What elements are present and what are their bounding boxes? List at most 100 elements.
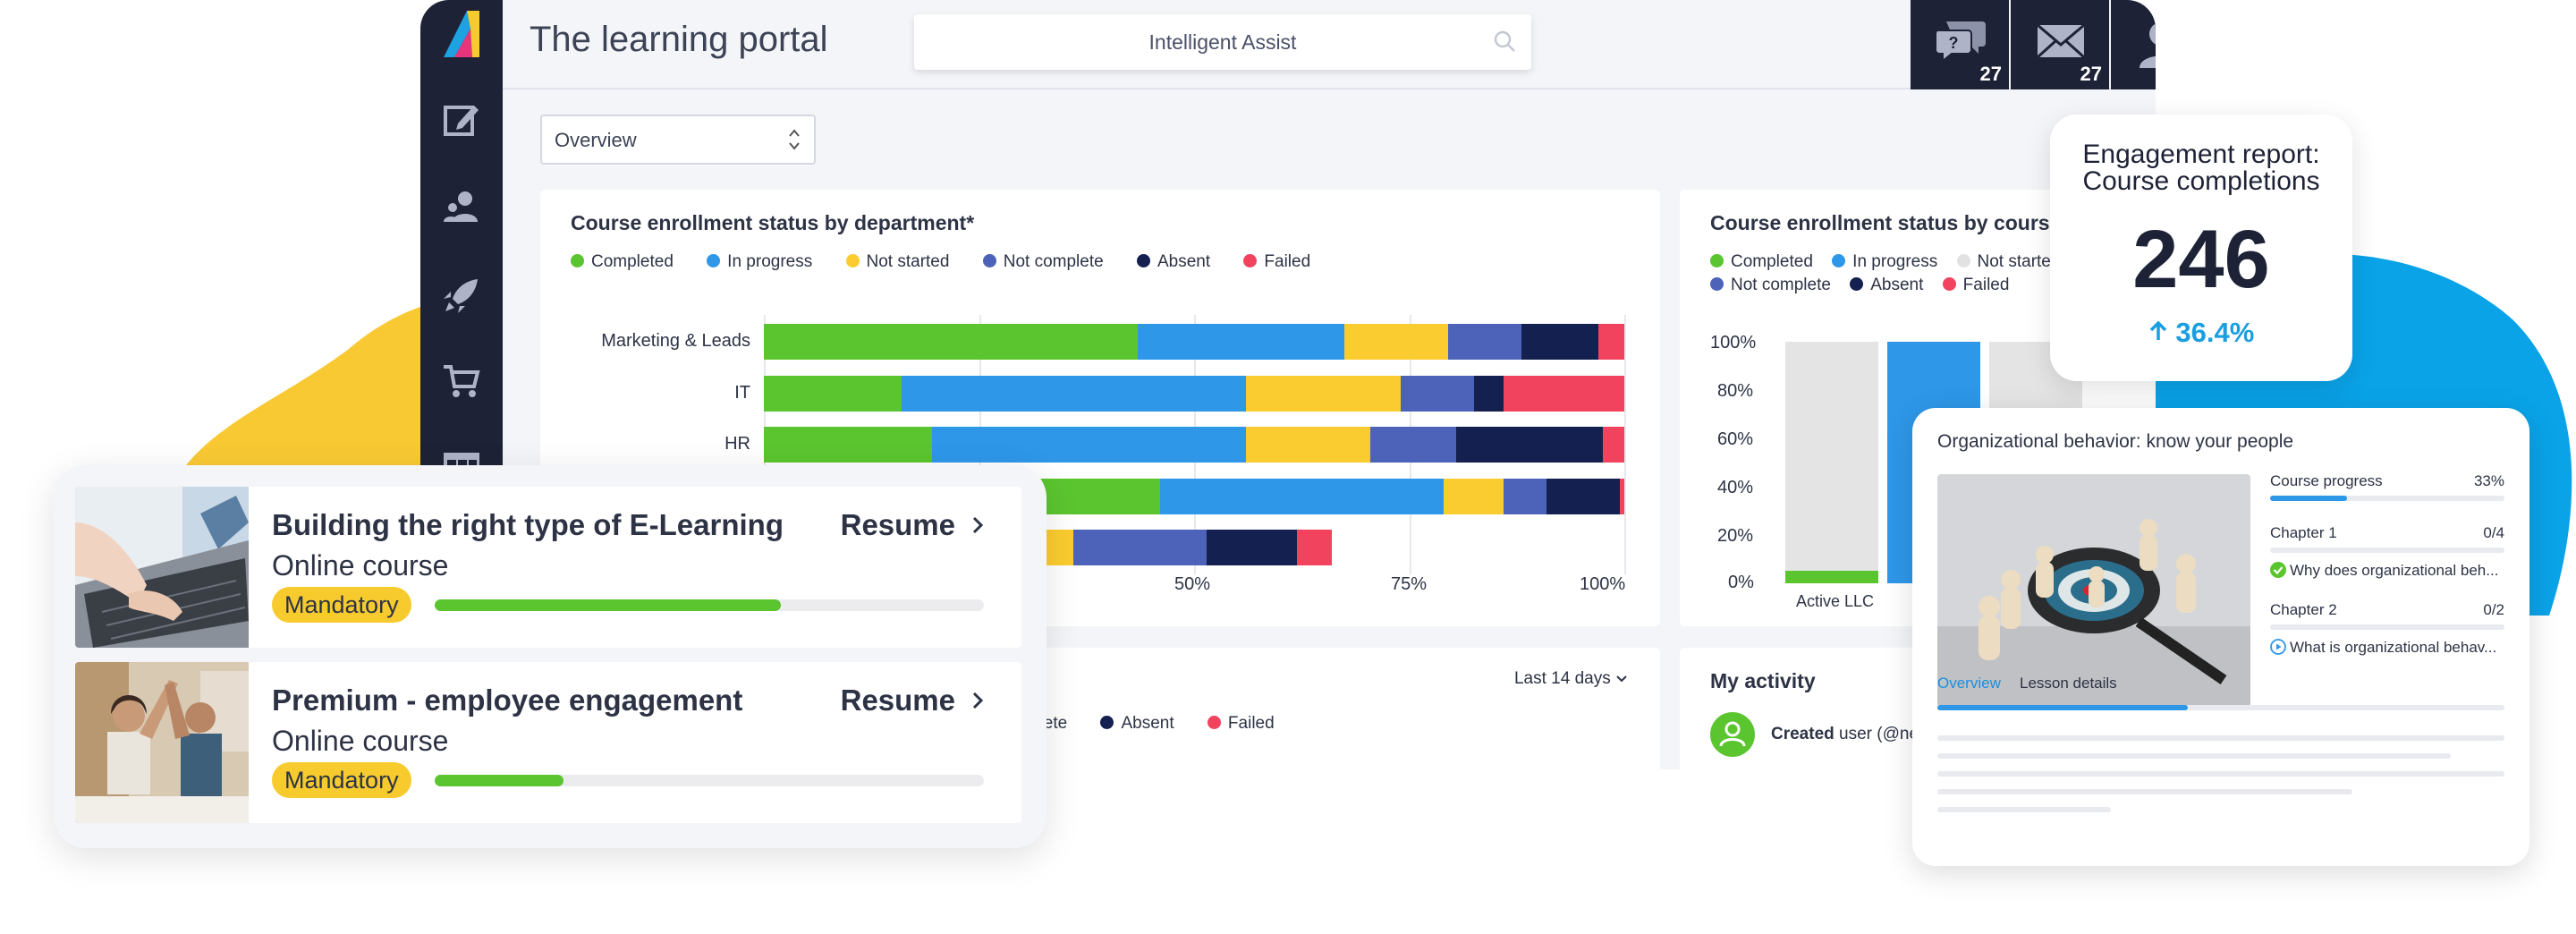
- bar-not-started: [1785, 342, 1878, 583]
- bar-segment-in-progress[interactable]: [931, 427, 1246, 463]
- course-name[interactable]: Building the right type of E-Learning: [272, 508, 784, 541]
- chapter-2-row[interactable]: Chapter 2 0/2: [2270, 601, 2504, 619]
- tab-active-indicator: [1937, 705, 2188, 710]
- date-range-label: Last 14 days: [1513, 669, 1611, 688]
- legend-label: Absent: [1121, 714, 1174, 733]
- legend-failed: Failed: [1243, 252, 1310, 272]
- app-logo[interactable]: [436, 5, 487, 63]
- legend-label: Not started: [1977, 252, 2061, 271]
- legend-in-progress: In progress: [707, 252, 812, 272]
- page-title: The learning portal: [530, 20, 828, 59]
- legend-label: Failed: [1227, 714, 1275, 733]
- course-item[interactable]: Premium - employee engagement Online cou…: [75, 662, 1021, 823]
- resume-button[interactable]: Resume: [841, 508, 984, 542]
- bar-segment-not-started[interactable]: [1443, 478, 1504, 514]
- y-tick: 60%: [1717, 429, 1754, 449]
- bar-segment-not-complete[interactable]: [1400, 375, 1474, 412]
- course-progress-fill: [435, 599, 781, 611]
- chevron-right-icon: [972, 692, 984, 709]
- course-item[interactable]: Building the right type of E-Learning On…: [75, 487, 1021, 648]
- legend-dot: [571, 254, 584, 267]
- course-detail-card: Organizational behavior: know your peopl…: [1912, 408, 2529, 866]
- legend-failed: Failed: [1942, 276, 2009, 295]
- bar-segment-not-started[interactable]: [1245, 427, 1371, 463]
- bar-segment-failed[interactable]: [1602, 427, 1624, 463]
- bar-segment-absent[interactable]: [1473, 375, 1504, 412]
- search-icon[interactable]: [1492, 29, 1517, 54]
- course-progress-label: Course progress: [2270, 472, 2383, 489]
- bar-segment-failed[interactable]: [1504, 375, 1624, 412]
- legend-dot: [1942, 277, 1956, 291]
- mail-button[interactable]: 27: [2011, 0, 2109, 89]
- bar-completed: [1785, 571, 1878, 583]
- mail-icon: [2036, 23, 2086, 59]
- course-type: Online course: [272, 549, 449, 582]
- bar-segment-not-complete[interactable]: [1447, 324, 1521, 360]
- legend-dot: [1710, 277, 1724, 291]
- placeholder-line: [1937, 753, 2451, 759]
- legend-dot: [1832, 254, 1846, 267]
- chapter-2-label: Chapter 2: [2270, 601, 2337, 618]
- chapter-1-lesson[interactable]: Why does organizational beh...: [2270, 562, 2504, 580]
- course-name[interactable]: Premium - employee engagement: [272, 684, 743, 717]
- legend-dot: [1207, 716, 1221, 729]
- bar-segment-absent[interactable]: [1546, 478, 1621, 514]
- legend-label: Absent: [1157, 252, 1211, 271]
- mail-count-badge: 27: [2080, 63, 2102, 85]
- view-select[interactable]: Overview: [540, 115, 816, 165]
- chat-icon: ?: [1935, 21, 1986, 64]
- bar-segment-failed[interactable]: [1297, 530, 1332, 565]
- resume-button[interactable]: Resume: [841, 684, 984, 717]
- course-chart-legend-row2: Not complete Absent Failed: [1710, 276, 2038, 295]
- course-chart-legend: Completed In progress Not started: [1710, 252, 2060, 272]
- tab-overview[interactable]: Overview: [1937, 675, 2001, 692]
- users-icon[interactable]: [442, 188, 481, 227]
- bar-segment-in-progress[interactable]: [1138, 324, 1345, 360]
- bar-segment-in-progress[interactable]: [901, 375, 1246, 412]
- edit-icon[interactable]: [442, 100, 481, 140]
- legend-not-started: Not started: [1956, 252, 2061, 272]
- search-bar[interactable]: Intelligent Assist: [914, 14, 1531, 70]
- bar-segment-not-started[interactable]: [1344, 324, 1448, 360]
- bar-segment-absent[interactable]: [1456, 427, 1603, 463]
- bar-segment-completed[interactable]: [764, 427, 932, 463]
- cart-icon[interactable]: [442, 361, 481, 401]
- bar-segment-failed[interactable]: [1598, 324, 1624, 360]
- bar-segment-not-complete[interactable]: [1073, 530, 1208, 565]
- chapter-2-lesson-label: What is organizational behav...: [2290, 639, 2497, 656]
- date-range-dropdown[interactable]: Last 14 days: [1514, 669, 1628, 689]
- bar-segment-absent[interactable]: [1207, 530, 1298, 565]
- chat-button[interactable]: ? 27: [1911, 0, 2009, 89]
- chapter-1-row[interactable]: Chapter 1 0/4: [2270, 524, 2504, 542]
- activity-action: Created: [1771, 725, 1835, 743]
- chapter-1-lesson-label: Why does organizational beh...: [2290, 562, 2499, 579]
- tab-lesson-details[interactable]: Lesson details: [2020, 675, 2117, 692]
- legend-dot: [982, 254, 996, 267]
- legend-absent: Absent: [1850, 276, 1923, 295]
- y-tick: 0%: [1728, 573, 1754, 592]
- activity-detail: user (@new: [1834, 725, 1931, 743]
- gridline: [1624, 315, 1626, 574]
- bar-segment-failed[interactable]: [1620, 478, 1624, 514]
- arrow-up-icon: [2149, 320, 2166, 340]
- rocket-icon[interactable]: [442, 276, 481, 315]
- bar-segment-in-progress[interactable]: [1159, 478, 1444, 514]
- y-tick: 80%: [1717, 381, 1754, 401]
- bar-segment-completed[interactable]: [764, 324, 1139, 360]
- legend-label: Completed: [1731, 252, 1813, 271]
- bar-segment-absent[interactable]: [1521, 324, 1599, 360]
- bar-segment-not-complete[interactable]: [1504, 478, 1547, 514]
- chapter-1-label: Chapter 1: [2270, 524, 2337, 541]
- legend-in-progress: In progress: [1832, 252, 1937, 272]
- course-thumbnail-laptop: [75, 487, 249, 648]
- chapter-2-lesson[interactable]: What is organizational behav...: [2270, 639, 2504, 657]
- bar-segment-not-started[interactable]: [1245, 375, 1401, 412]
- bar-row-label: IT: [734, 382, 750, 403]
- bar-segment-completed[interactable]: [764, 375, 902, 412]
- legend-dot: [1100, 716, 1114, 729]
- course-thumbnail-team: [75, 662, 249, 823]
- profile-button[interactable]: [2111, 0, 2156, 89]
- placeholder-line: [1937, 735, 2504, 741]
- bar-segment-not-complete[interactable]: [1370, 427, 1457, 463]
- top-bar: The learning portal Intelligent Assist ?…: [503, 0, 2156, 89]
